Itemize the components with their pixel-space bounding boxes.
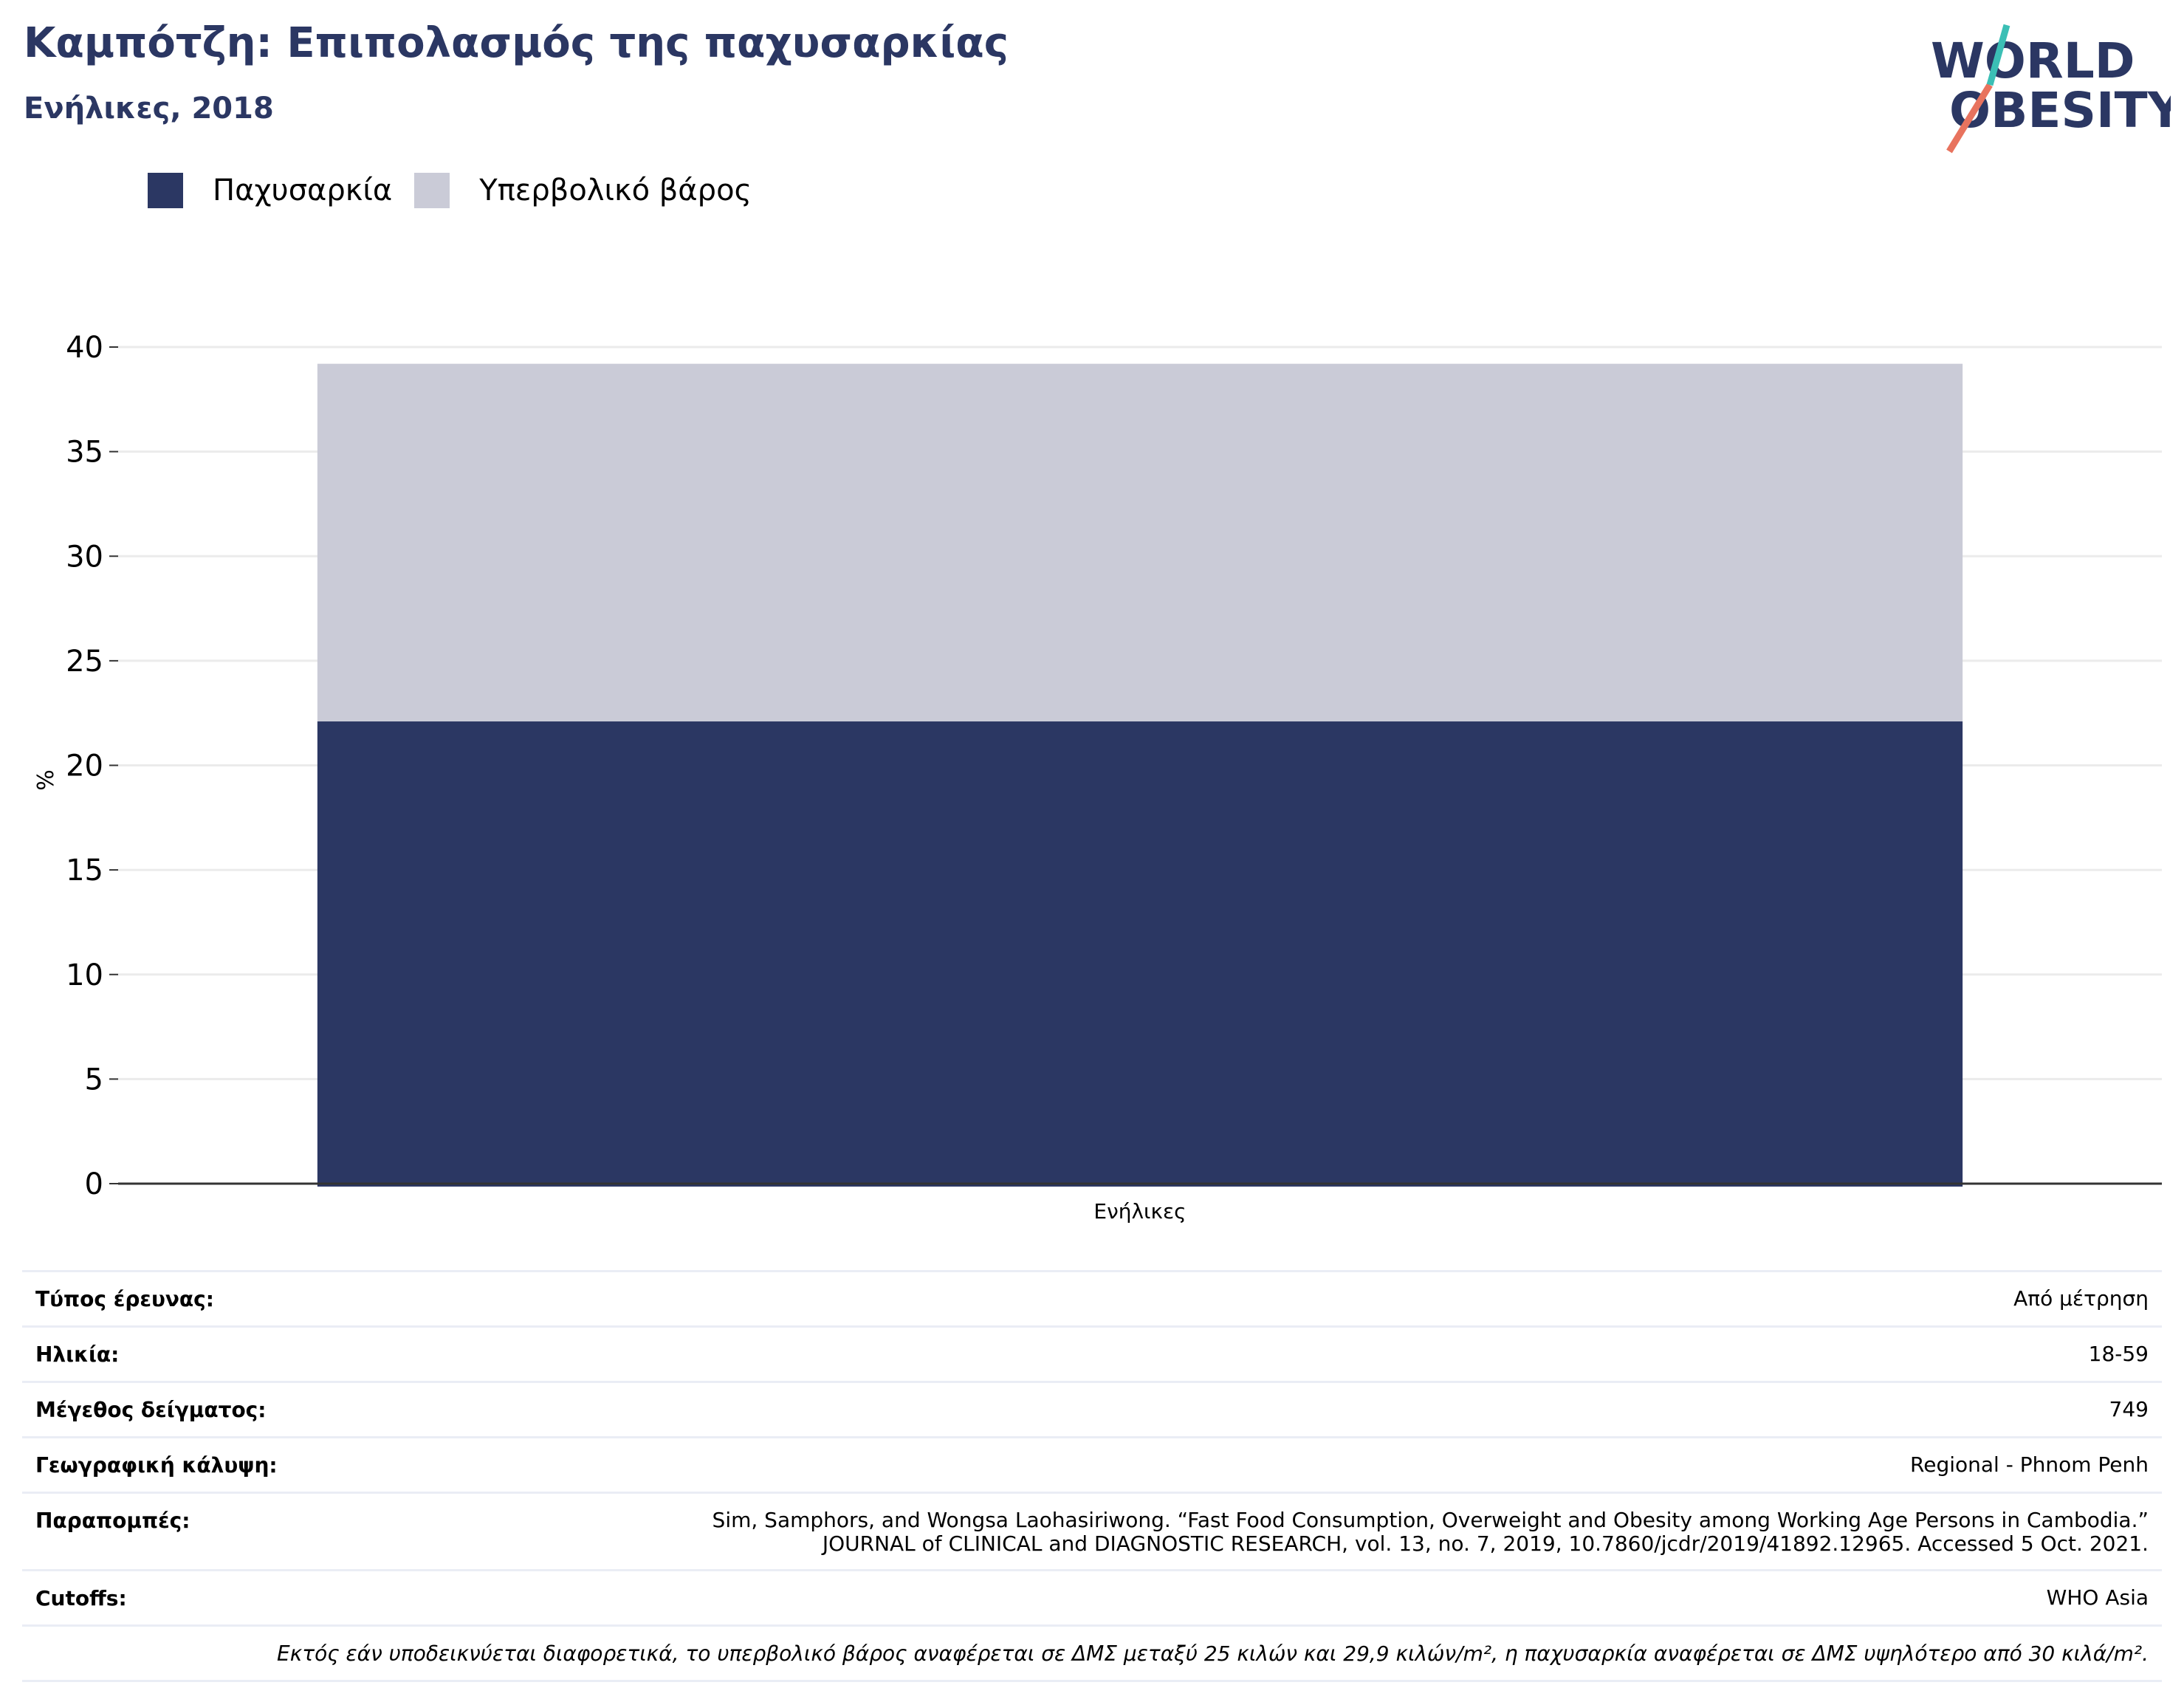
reference-line-1: Sim, Samphors, and Wongsa Laohasiriwong.… [712,1508,2149,1532]
y-tick-label: 25 [66,645,103,679]
bar-overweight[interactable] [317,363,1963,722]
y-tick-label: 0 [85,1167,103,1201]
y-tick-label: 5 [85,1063,103,1097]
info-note-row: Εκτός εάν υποδεικνύεται διαφορετικά, το … [22,1624,2162,1682]
y-tick-label: 40 [66,331,103,365]
info-key-survey-type: Τύπος έρευνας: [22,1270,354,1327]
info-value-cutoffs: WHO Asia [354,1569,2162,1626]
info-value-references: Sim, Samphors, and Wongsa Laohasiriwong.… [354,1492,2162,1571]
logo-slash-coral [1946,83,1993,154]
y-tick-label: 20 [66,749,103,783]
info-row: Παραπομπές: Sim, Samphors, and Wongsa La… [22,1492,2162,1571]
legend-item-overweight[interactable]: Υπερβολικό βάρος [414,173,752,208]
info-row: Τύπος έρευνας: Από μέτρηση [22,1270,2162,1327]
bar-chart: 0 5 10 15 20 25 30 35 40% Ενήλικες [33,331,2162,1224]
logo-slash-teal [1986,24,2010,86]
legend-swatch-obesity [148,173,183,208]
info-key-cutoffs: Cutoffs: [22,1569,354,1626]
info-row: Ηλικία: 18-59 [22,1325,2162,1382]
chart-legend: Παχυσαρκία Υπερβολικό βάρος [148,170,774,211]
info-value-age: 18-59 [354,1325,2162,1382]
info-key-sample-size: Μέγεθος δείγματος: [22,1381,354,1438]
info-key-references: Παραπομπές: [22,1492,354,1571]
info-key-coverage: Γεωγραφική κάλυψη: [22,1436,354,1493]
reference-line-2: JOURNAL of CLINICAL and DIAGNOSTIC RESEA… [822,1531,2149,1556]
info-row: Cutoffs: WHO Asia [22,1569,2162,1626]
legend-label-obesity: Παχυσαρκία [213,174,393,207]
info-value-survey-type: Από μέτρηση [354,1270,2162,1327]
survey-info-table: Τύπος έρευνας: Από μέτρηση Ηλικία: 18-59… [22,1270,2162,1682]
bar-obesity[interactable] [317,721,1963,1187]
y-tick-label: 35 [66,436,103,470]
y-tick-label: 30 [66,540,103,574]
world-obesity-logo: WORLD OBESITY [1931,24,2171,154]
y-axis-label: % [33,769,59,791]
info-row: Μέγεθος δείγματος: 749 [22,1381,2162,1438]
logo-text-world: WORLD [1931,32,2135,89]
info-row: Γεωγραφική κάλυψη: Regional - Phnom Penh [22,1436,2162,1493]
logo-text-obesity: OBESITY [1949,82,2171,139]
info-key-age: Ηλικία: [22,1325,354,1382]
x-tick-label: Ενήλικες [1093,1199,1186,1224]
chart-title: Καμπότζη: Επιπολασμός της παχυσαρκίας [24,19,1009,67]
legend-swatch-overweight [414,173,450,208]
legend-label-overweight: Υπερβολικό βάρος [479,174,752,207]
info-value-sample-size: 749 [354,1381,2162,1438]
legend-item-obesity[interactable]: Παχυσαρκία [148,173,392,208]
y-tick-label: 15 [66,854,103,888]
y-tick-label: 10 [66,958,103,992]
info-value-coverage: Regional - Phnom Penh [354,1436,2162,1493]
chart-subtitle: Ενήλικες, 2018 [24,92,274,126]
footnote: Εκτός εάν υποδεικνύεται διαφορετικά, το … [22,1624,2162,1682]
